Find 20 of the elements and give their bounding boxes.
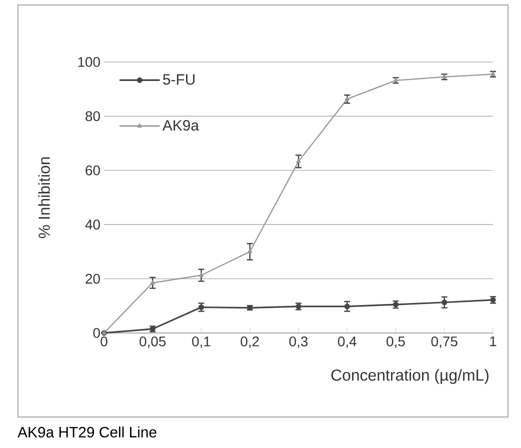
y-tick-label: 0 xyxy=(93,328,100,338)
y-tick-label: 20 xyxy=(86,274,100,284)
y-tick-label: 80 xyxy=(86,111,100,122)
x-tick-label: 0,4 xyxy=(338,336,356,348)
x-axis-title: Concentration (µg/mL) xyxy=(331,369,488,384)
x-tick-label: 0,2 xyxy=(240,336,259,348)
x-tick-label: 0,5 xyxy=(386,336,405,348)
y-tick-label: 100 xyxy=(78,57,100,67)
x-tick-label: 0,75 xyxy=(431,336,458,348)
x-tick-label: 1 xyxy=(490,336,496,346)
y-tick-label: 40 xyxy=(85,220,100,230)
x-tick-label: 0 xyxy=(100,336,108,346)
text: AK9a HT29 Cell Line xyxy=(18,426,156,438)
y-axis-title: % Inhibition xyxy=(38,157,50,238)
legend-label: AK9a xyxy=(162,120,200,131)
y-tick-label: 60 xyxy=(86,165,100,176)
x-tick-label: 0,1 xyxy=(192,336,210,348)
legend-label: 5-FU xyxy=(163,74,195,85)
x-tick-label: 0,05 xyxy=(140,336,166,348)
x-tick-label: 0,3 xyxy=(289,336,308,348)
